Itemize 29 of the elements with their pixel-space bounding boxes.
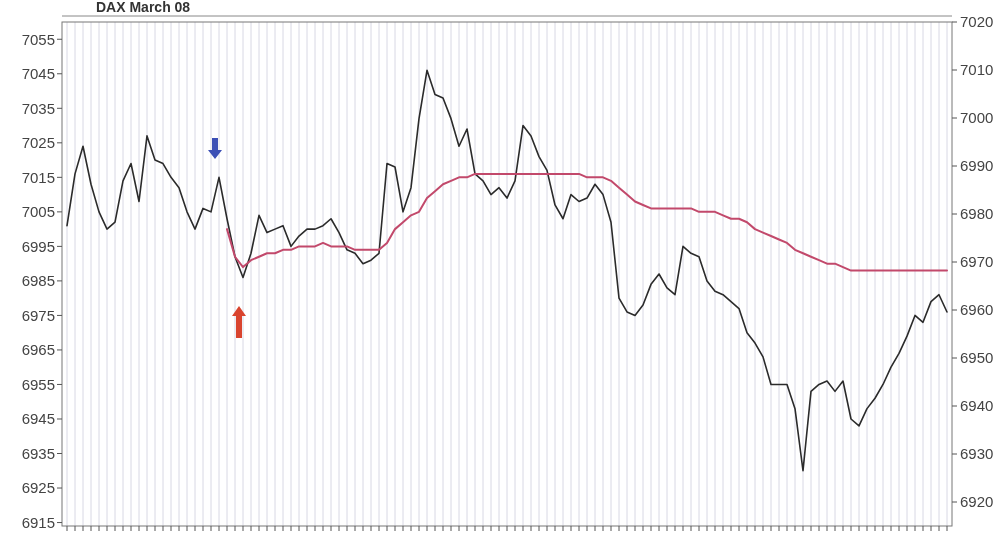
y2-tick-label: 6960 [960,301,994,319]
y2-tick-label: 6970 [960,253,994,271]
y-tick-label: 6945 [21,410,55,428]
y2-tick-label: 6940 [960,397,994,415]
y-tick-label: 7005 [21,203,55,221]
y-tick-label: 7045 [21,65,55,83]
line-series [66,69,948,472]
y-tick-label: 7025 [21,134,55,152]
y-tick-label: 7035 [21,99,55,117]
y2-tick-label: 7020 [960,13,994,31]
y2-tick-label: 6980 [960,205,994,223]
y-tick-label: 6915 [21,513,55,531]
y-tick-label: 7055 [21,30,55,48]
y2-tick-label: 7000 [960,109,994,127]
y-tick-label: 6985 [21,272,55,290]
y2-tick-label: 6990 [960,157,994,175]
y-tick-label: 6965 [21,341,55,359]
y-tick-label: 6935 [21,444,55,462]
y-tick-label: 6975 [21,306,55,324]
y2-tick-label: 7010 [960,61,994,79]
chart-title: DAX March 08 [96,0,191,15]
y2-tick-label: 6950 [960,349,994,367]
y-tick-label: 7015 [21,168,55,186]
y2-tick-label: 6930 [960,445,994,463]
y-tick-label: 6925 [21,479,55,497]
line-series [226,172,948,272]
y2-tick-label: 6920 [960,493,994,511]
y-tick-label: 6995 [21,237,55,255]
y-tick-label: 6955 [21,375,55,393]
